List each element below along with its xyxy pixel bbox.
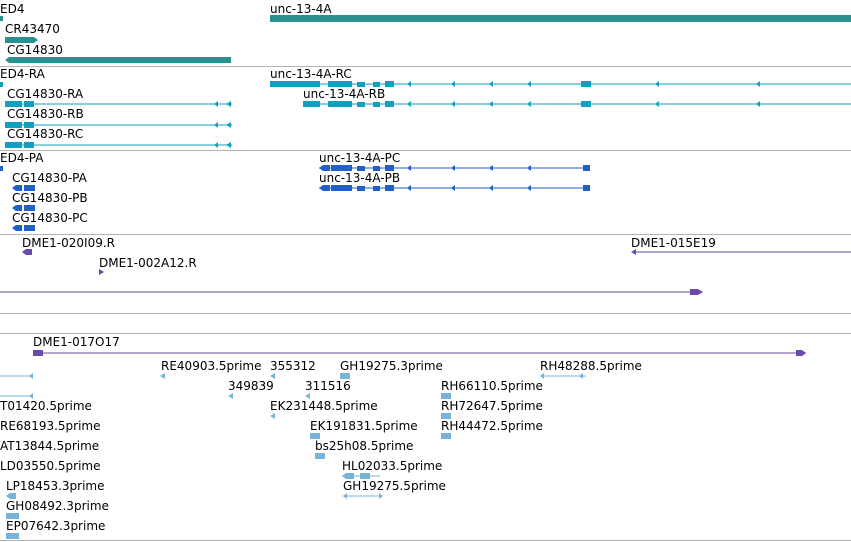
clone-dme1-002a12-r[interactable] bbox=[99, 269, 104, 275]
mrna-ed4-ra[interactable] bbox=[0, 82, 3, 87]
track-separator bbox=[0, 234, 851, 235]
gene-bar-ed4[interactable] bbox=[0, 16, 3, 21]
est-label: RE40903.5prime bbox=[161, 359, 262, 373]
gene-label-cg14830: CG14830 bbox=[7, 43, 63, 57]
track-separator bbox=[0, 150, 851, 151]
track-separator bbox=[0, 540, 851, 541]
protein-unc-13-4a-pb[interactable] bbox=[319, 185, 590, 191]
est-label: 355312 bbox=[270, 359, 316, 373]
mrna-label-cg14830-ra: CG14830-RA bbox=[7, 87, 84, 101]
protein-cg14830-pc[interactable] bbox=[12, 225, 35, 231]
protein-label-cg14830-pb: CG14830-PB bbox=[12, 191, 88, 205]
est-feature[interactable] bbox=[228, 393, 233, 399]
est-feature[interactable] bbox=[342, 473, 380, 479]
est-label: 311516 bbox=[305, 379, 351, 393]
est-label: EP07642.3prime bbox=[6, 519, 106, 533]
clone-long-span[interactable] bbox=[0, 289, 703, 295]
mrna-cg14830-ra[interactable] bbox=[5, 101, 232, 107]
clone-label-dme1-002a12-r: DME1-002A12.R bbox=[99, 256, 197, 270]
est-feature[interactable] bbox=[270, 373, 275, 379]
protein-label-unc-13-4a-pc: unc-13-4A-PC bbox=[319, 151, 401, 165]
gene-label-cr43470: CR43470 bbox=[5, 22, 60, 36]
mrna-label-cg14830-rb: CG14830-RB bbox=[7, 107, 84, 121]
est-feature[interactable] bbox=[441, 433, 451, 439]
protein-label-unc-13-4a-pb: unc-13-4A-PB bbox=[319, 171, 401, 185]
est-label: T01420.5prime bbox=[0, 399, 92, 413]
gene-label-ed4: ED4 bbox=[0, 2, 25, 16]
clone-label-dme1-020i09-r: DME1-020I09.R bbox=[22, 236, 116, 250]
mrna-label-unc-13-4a-rb: unc-13-4A-RB bbox=[303, 87, 386, 101]
protein-cg14830-pb[interactable] bbox=[12, 205, 35, 211]
est-label: LD03550.5prime bbox=[0, 459, 101, 473]
est-feature[interactable] bbox=[343, 493, 383, 499]
gene-bar-cg14830[interactable] bbox=[5, 57, 231, 63]
est-label: GH08492.3prime bbox=[6, 499, 109, 513]
est-feature[interactable] bbox=[160, 373, 165, 379]
est-feature[interactable] bbox=[0, 373, 33, 379]
est-feature[interactable] bbox=[441, 393, 451, 399]
est-feature[interactable] bbox=[6, 513, 19, 519]
est-label: RE68193.5prime bbox=[0, 419, 101, 433]
gene-label-unc-13-4a: unc-13-4A bbox=[270, 2, 332, 16]
mrna-unc-13-4a-rc[interactable] bbox=[270, 81, 851, 87]
mrna-cg14830-rb[interactable] bbox=[5, 122, 232, 128]
clone-dme1-015e19[interactable] bbox=[631, 249, 851, 255]
protein-cg14830-pa[interactable] bbox=[12, 185, 35, 191]
est-feature[interactable] bbox=[340, 373, 350, 379]
est-label: LP18453.3prime bbox=[6, 479, 105, 493]
est-feature[interactable] bbox=[540, 373, 586, 379]
est-label: RH72647.5prime bbox=[441, 399, 543, 413]
est-feature[interactable] bbox=[310, 433, 320, 439]
est-label: 349839 bbox=[228, 379, 274, 393]
protein-unc-13-4a-pc[interactable] bbox=[319, 165, 590, 171]
gene-bar-cr43470[interactable] bbox=[5, 37, 38, 43]
clone-dme1-020i09-r[interactable] bbox=[22, 249, 32, 255]
est-feature[interactable] bbox=[305, 393, 310, 399]
clone-label-dme1-017o17: DME1-017O17 bbox=[33, 335, 120, 349]
mrna-unc-13-4a-rb[interactable] bbox=[303, 101, 851, 107]
est-feature[interactable] bbox=[0, 393, 33, 399]
est-feature[interactable] bbox=[270, 413, 275, 419]
clone-label-dme1-015e19: DME1-015E19 bbox=[631, 236, 716, 250]
est-label: GH19275.3prime bbox=[340, 359, 443, 373]
gene-bar-unc-13-4a[interactable] bbox=[270, 15, 851, 22]
est-feature[interactable] bbox=[441, 413, 451, 419]
est-feature[interactable] bbox=[6, 493, 16, 499]
protein-label-cg14830-pc: CG14830-PC bbox=[12, 211, 88, 225]
est-label: EK191831.5prime bbox=[310, 419, 418, 433]
est-label: GH19275.5prime bbox=[343, 479, 446, 493]
clone-dme1-017o17[interactable] bbox=[33, 350, 806, 356]
mrna-label-unc-13-4a-rc: unc-13-4A-RC bbox=[270, 67, 352, 81]
track-separator bbox=[0, 66, 851, 67]
mrna-label-cg14830-rc: CG14830-RC bbox=[7, 127, 84, 141]
est-label: RH44472.5prime bbox=[441, 419, 543, 433]
est-feature[interactable] bbox=[315, 453, 325, 459]
protein-label-ed4-pa: ED4-PA bbox=[0, 151, 44, 165]
est-feature[interactable] bbox=[6, 533, 19, 539]
protein-label-cg14830-pa: CG14830-PA bbox=[12, 171, 87, 185]
est-label: HL02033.5prime bbox=[342, 459, 443, 473]
est-label: RH48288.5prime bbox=[540, 359, 642, 373]
est-label: EK231448.5prime bbox=[270, 399, 378, 413]
mrna-cg14830-rc[interactable] bbox=[5, 142, 232, 148]
track-separator bbox=[0, 313, 851, 314]
est-label: AT13844.5prime bbox=[0, 439, 100, 453]
protein-ed4-pa[interactable] bbox=[0, 166, 3, 171]
est-label: bs25h08.5prime bbox=[315, 439, 414, 453]
est-label: RH66110.5prime bbox=[441, 379, 543, 393]
mrna-label-ed4-ra: ED4-RA bbox=[0, 67, 45, 81]
track-separator bbox=[0, 333, 851, 334]
